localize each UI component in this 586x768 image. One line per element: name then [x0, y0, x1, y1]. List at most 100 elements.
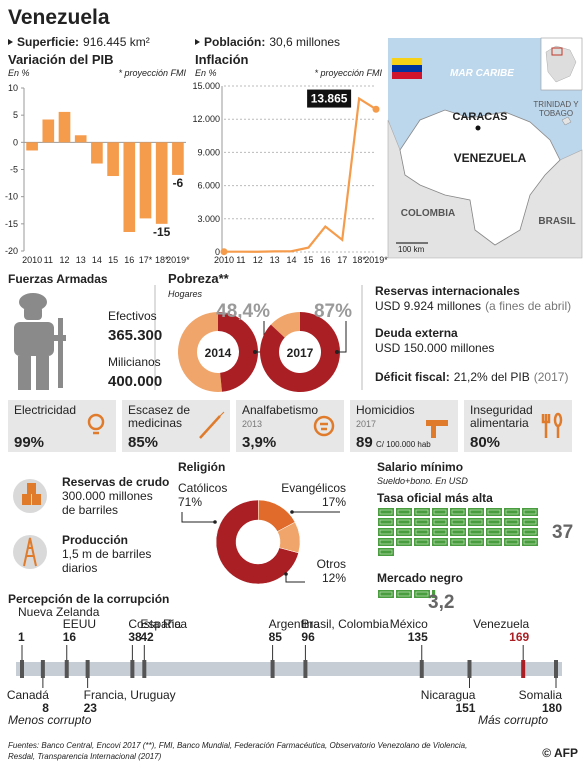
bill-inner [379, 591, 393, 597]
slice-value: 12% [322, 571, 346, 585]
bill-inner [505, 539, 519, 545]
map-label: BRASIL [538, 216, 575, 227]
bill [450, 528, 466, 536]
scale-mark [130, 660, 135, 678]
indicator-label: Inseguridad [470, 403, 533, 417]
section-title: Reservas de crudo [62, 475, 169, 489]
bill [414, 590, 430, 598]
leader-dot [335, 350, 339, 354]
section-title: Deuda externa [375, 326, 458, 340]
x-tick-label: 2019* [166, 255, 190, 265]
bill-inner [379, 519, 393, 525]
indicator-icon [313, 415, 335, 437]
leader-dot [253, 350, 257, 354]
bill [396, 590, 412, 598]
value-label: -6 [173, 176, 184, 190]
bill [486, 518, 502, 526]
x-tick-label: 2010 [22, 255, 42, 265]
x-tick-label: 17 [337, 255, 347, 265]
bulb [87, 413, 105, 431]
bills [378, 508, 538, 556]
value-label: 13.865 [311, 92, 348, 106]
high-label: Más corrupto [478, 713, 548, 727]
slice-label: Católicos [178, 481, 227, 495]
unit: En % [8, 68, 30, 78]
section-title: Reservas internacionales [375, 284, 520, 298]
map-label: TOBAGO [539, 109, 573, 118]
x-tick-label: 11 [44, 255, 53, 265]
bill-inner [505, 509, 519, 515]
scale-bar [16, 662, 562, 676]
chart-title: Pobreza** [168, 271, 230, 286]
section-line: diarios [62, 561, 97, 575]
subtitle: Hogares [168, 289, 203, 299]
bill-inner [505, 519, 519, 525]
bill-inner [469, 509, 483, 515]
point [220, 248, 228, 256]
x-tick-label: 12 [253, 255, 263, 265]
bar [26, 142, 38, 151]
bill [414, 538, 430, 546]
bill [468, 528, 484, 536]
x-tick-label: 14 [92, 255, 102, 265]
trinidad-shape [561, 116, 572, 126]
country-label: Venezuela [473, 617, 529, 631]
slice-value: 71% [178, 495, 202, 509]
donut-slice [215, 499, 299, 585]
rank-label: 135 [408, 630, 428, 644]
bills [378, 590, 436, 598]
scale-mark [270, 660, 275, 678]
chart-title: Inflación [195, 52, 249, 67]
bill-inner [397, 591, 411, 597]
x-tick-label: 16 [320, 255, 330, 265]
country-label: Costa Rica [128, 617, 187, 631]
indicator-value: 80% [470, 434, 500, 451]
needle [219, 411, 225, 417]
rank-label: 169 [509, 630, 529, 644]
rank-label: 85 [269, 630, 283, 644]
item-label: Milicianos [108, 355, 161, 369]
bar [42, 119, 55, 143]
scale-mark [419, 660, 424, 678]
map [387, 37, 583, 259]
bill-inner [523, 519, 537, 525]
rank-label: 8 [42, 701, 49, 715]
bill [468, 508, 484, 516]
scale-mark [554, 660, 558, 678]
bill [432, 508, 448, 516]
bill [432, 538, 448, 546]
bill [378, 508, 394, 516]
y-tick-label: 9.000 [197, 147, 220, 157]
bill-inner [415, 529, 429, 535]
bill [504, 518, 520, 526]
bar [139, 142, 152, 219]
x-tick-label: 13 [270, 255, 280, 265]
bill-inner [505, 529, 519, 535]
rank-label: 151 [455, 701, 475, 715]
bar [172, 142, 184, 175]
bar [123, 142, 136, 232]
ring-rest [270, 312, 300, 338]
bill [522, 528, 538, 536]
country-label: España [140, 617, 181, 631]
bill-inner [433, 529, 447, 535]
value-label: 37 [552, 522, 573, 543]
indicator-label: alimentaria [470, 416, 529, 430]
pictogram-label: Mercado negro [377, 571, 463, 585]
text-part: Superficie: [17, 35, 79, 49]
bill [486, 508, 502, 516]
x-tick-label: 18* [352, 255, 366, 265]
value-label: 48,4% [216, 301, 270, 322]
superficie: Superficie: 916.445 km² [17, 35, 150, 49]
chart-title: Religión [178, 460, 225, 474]
pictogram-label: Tasa oficial más alta [377, 491, 493, 505]
indicator-value: 85% [128, 434, 158, 451]
country-label: Brasil, Colombia [301, 617, 389, 631]
x-tick-label: 18* [155, 255, 169, 265]
bill-inner [397, 519, 411, 525]
note: * proyección FMI [118, 68, 186, 78]
gun [426, 420, 448, 438]
indicator-label: Electricidad [14, 403, 76, 417]
bill [432, 590, 436, 598]
bullet [8, 39, 13, 45]
